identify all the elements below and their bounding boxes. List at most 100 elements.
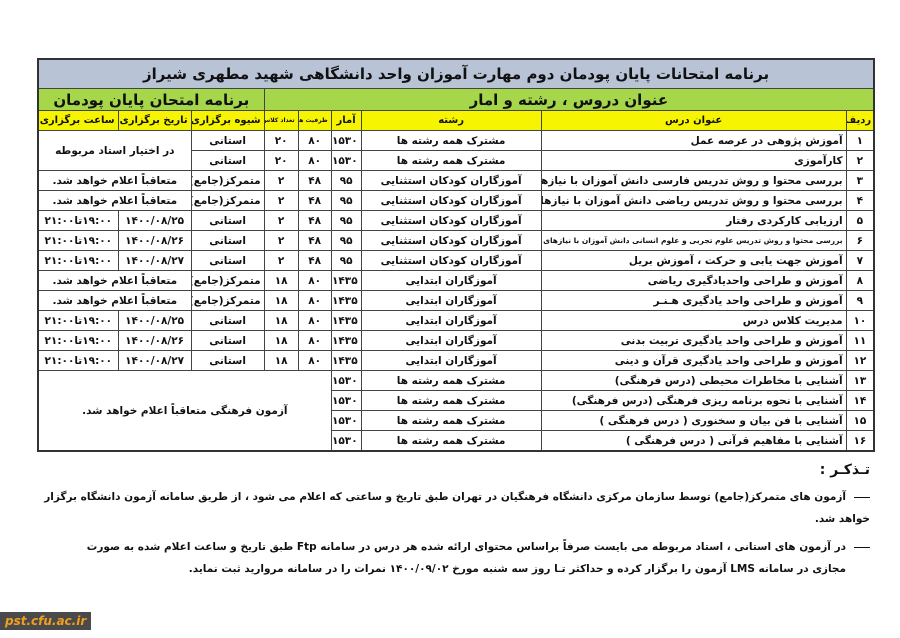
header-stats: آمار [330,110,362,131]
cell-method: استانی [190,230,265,251]
page-title: برنامه امتحانات پایان پودمان دوم مهارت آ… [37,58,875,89]
header-method: شیوه برگزاری [190,110,265,131]
cell-time: ۱۹:۰۰تا۲۱:۰۰ [37,310,119,331]
cell-stats: ۹۵ [330,170,362,191]
header-major: رشته [360,110,542,131]
cell-title: آموزش و طراحی واحدیادگیری ریاضی [540,270,847,291]
cell-title: آشنایی با مفاهیم قرآنی ( درس فرهنگی ) [540,430,847,452]
cell-major: آموزگاران کودکان استثنایی [360,210,542,231]
schedule-note: متعاقباً اعلام خواهد شد. [37,270,192,291]
cell-method: استانی [190,130,265,151]
cell-date: ۱۴۰۰/۰۸/۲۵ [117,310,192,331]
header-capacity: ظرفیت هر کلاس [297,110,332,131]
cell-major: آموزگاران کودکان استثنایی [360,230,542,251]
cell-num: ۸ [845,270,875,291]
cell-num: ۹ [845,290,875,311]
cell-time: ۱۹:۰۰تا۲۱:۰۰ [37,230,119,251]
cell-classes: ۱۸ [263,270,299,291]
cell-method: استانی [190,310,265,331]
cell-major: آموزگاران ابتدایی [360,270,542,291]
cell-title: آموزش پژوهی در عرصه عمل [540,130,847,151]
table-row: ۱۳ آشنایی با مخاطرات محیطی (درس فرهنگی) مش… [37,370,875,452]
table-row: ۷ آموزش جهت یابی و حرکت ، آموزش بریل آموزگ… [37,250,875,271]
watermark: pst.cfu.ac.ir [0,612,92,630]
cell-capacity: ۸۰ [297,150,332,171]
cell-method: متمرکز(جامع) [190,190,265,211]
cell-method: متمرکز(جامع) [190,270,265,291]
cell-stats: ۱۴۳۵ [330,350,362,371]
notes: تـذکـر : آزمون های متمرکز(جامع) توسط ساز… [30,462,870,586]
table-row: ۱۴ آشنایی با نحوه برنامه ریزی فرهنگی (درس… [38,390,875,411]
cultural-exam-note: آزمون فرهنگی متعاقباً اعلام خواهد شد. [37,370,332,452]
header-num: ردیف [845,110,875,131]
cell-num: ۱۰ [845,310,875,331]
schedule-note: متعاقباً اعلام خواهد شد. [37,290,192,311]
cell-method: استانی [190,150,265,171]
cell-stats: ۱۵۳۰ [330,430,362,452]
table-row: ۱۶ آشنایی با مفاهیم قرآنی ( درس فرهنگی ) م… [38,430,875,452]
cell-date: ۱۴۰۰/۰۸/۲۷ [117,250,192,271]
cell-stats: ۹۵ [330,210,362,231]
cell-major: آموزگاران ابتدایی [360,310,542,331]
note-2-cont: مجازی در سامانه LMS آزمون را برگزار کرده… [188,563,846,575]
cell-major: مشترک همه رشته ها [360,430,542,452]
cell-method: استانی [190,250,265,271]
cell-capacity: ۴۸ [297,250,332,271]
cell-date: ۱۴۰۰/۰۸/۲۶ [117,230,192,251]
table-row: ۸ آموزش و طراحی واحدیادگیری ریاضی آموزگارا… [37,270,875,291]
table-row: ۱۱ آموزش و طراحی واحد یادگیری تربیت بدنی آ… [37,330,875,351]
cell-method: استانی [190,350,265,371]
cell-title: بررسی محتوا و روش تدریس علوم تجربی و علو… [540,230,847,251]
cell-classes: ۲ [263,190,299,211]
cell-major: آموزگاران ابتدایی [360,290,542,311]
cell-classes: ۱۸ [263,330,299,351]
cell-title: آموزش و طراحی واحد یادگیری تربیت بدنی [540,330,847,351]
cell-method: متمرکز(جامع) [190,290,265,311]
cell-stats: ۹۵ [330,190,362,211]
cell-classes: ۱۸ [263,290,299,311]
cell-major: آموزگاران کودکان استثنایی [360,190,542,211]
cell-stats: ۱۵۳۰ [330,390,362,411]
cell-num: ۱۶ [845,430,875,452]
cell-stats: ۱۵۳۰ [330,130,362,151]
schedule-table: برنامه امتحانات پایان پودمان دوم مهارت آ… [37,58,876,452]
cell-title: آموزش و طراحی واحد یادگیری قرآن و دینی [540,350,847,371]
cell-capacity: ۸۰ [297,270,332,291]
cell-stats: ۹۵ [330,230,362,251]
table-row: ۵ ارزیابی کارکردی رفتار آموزگاران کودکان ا… [37,210,875,231]
cell-major: مشترک همه رشته ها [360,130,542,151]
cell-title: ارزیابی کارکردی رفتار [540,210,847,231]
table-row: ۱۲ آموزش و طراحی واحد یادگیری قرآن و دینی… [37,350,875,371]
notes-heading: تـذکـر : [819,462,870,478]
note-1: آزمون های متمرکز(جامع) توسط سازمان مرکزی… [44,491,870,525]
cell-title: آموزش جهت یابی و حرکت ، آموزش بریل [540,250,847,271]
cell-classes: ۲ [263,230,299,251]
cell-method: استانی [190,210,265,231]
table-row: ۱۰ مدیریت کلاس درس آموزگاران ابتدایی ۱۴۳۵ ۸۰… [37,310,875,331]
table-row: ۹ آموزش و طراحی واحد یادگیری هـنـر آموزگار… [37,290,875,311]
cell-stats: ۹۵ [330,250,362,271]
cell-major: آموزگاران ابتدایی [360,350,542,371]
cell-classes: ۱۸ [263,310,299,331]
cell-num: ۳ [845,170,875,191]
cell-num: ۱۱ [845,330,875,351]
cell-classes: ۲۰ [263,150,299,171]
cell-time: ۱۹:۰۰تا۲۱:۰۰ [37,350,119,371]
cell-method: استانی [190,330,265,351]
group-header-courses: عنوان دروس ، رشته و امار [263,88,875,111]
cell-classes: ۲ [263,250,299,271]
cell-stats: ۱۵۳۰ [330,410,362,431]
cell-stats: ۱۴۳۵ [330,290,362,311]
cell-title: آشنایی با فن بیان و سخنوری ( درس فرهنگی … [540,410,847,431]
cell-time: ۱۹:۰۰تا۲۱:۰۰ [37,330,119,351]
cell-stats: ۱۴۳۵ [330,310,362,331]
cell-title: بررسی محتوا و روش تدریس فارسی دانش آموزا… [540,170,847,191]
cell-num: ۱۲ [845,350,875,371]
cell-num: ۶ [845,230,875,251]
cell-major: مشترک همه رشته ها [360,150,542,171]
cell-num: ۱ [845,130,875,151]
cell-stats: ۱۴۳۵ [330,330,362,351]
header-date: تاریخ برگزاری [117,110,192,131]
table-row: ۱۵ آشنایی با فن بیان و سخنوری ( درس فرهنگ… [38,410,875,431]
dash-icon [854,546,870,548]
